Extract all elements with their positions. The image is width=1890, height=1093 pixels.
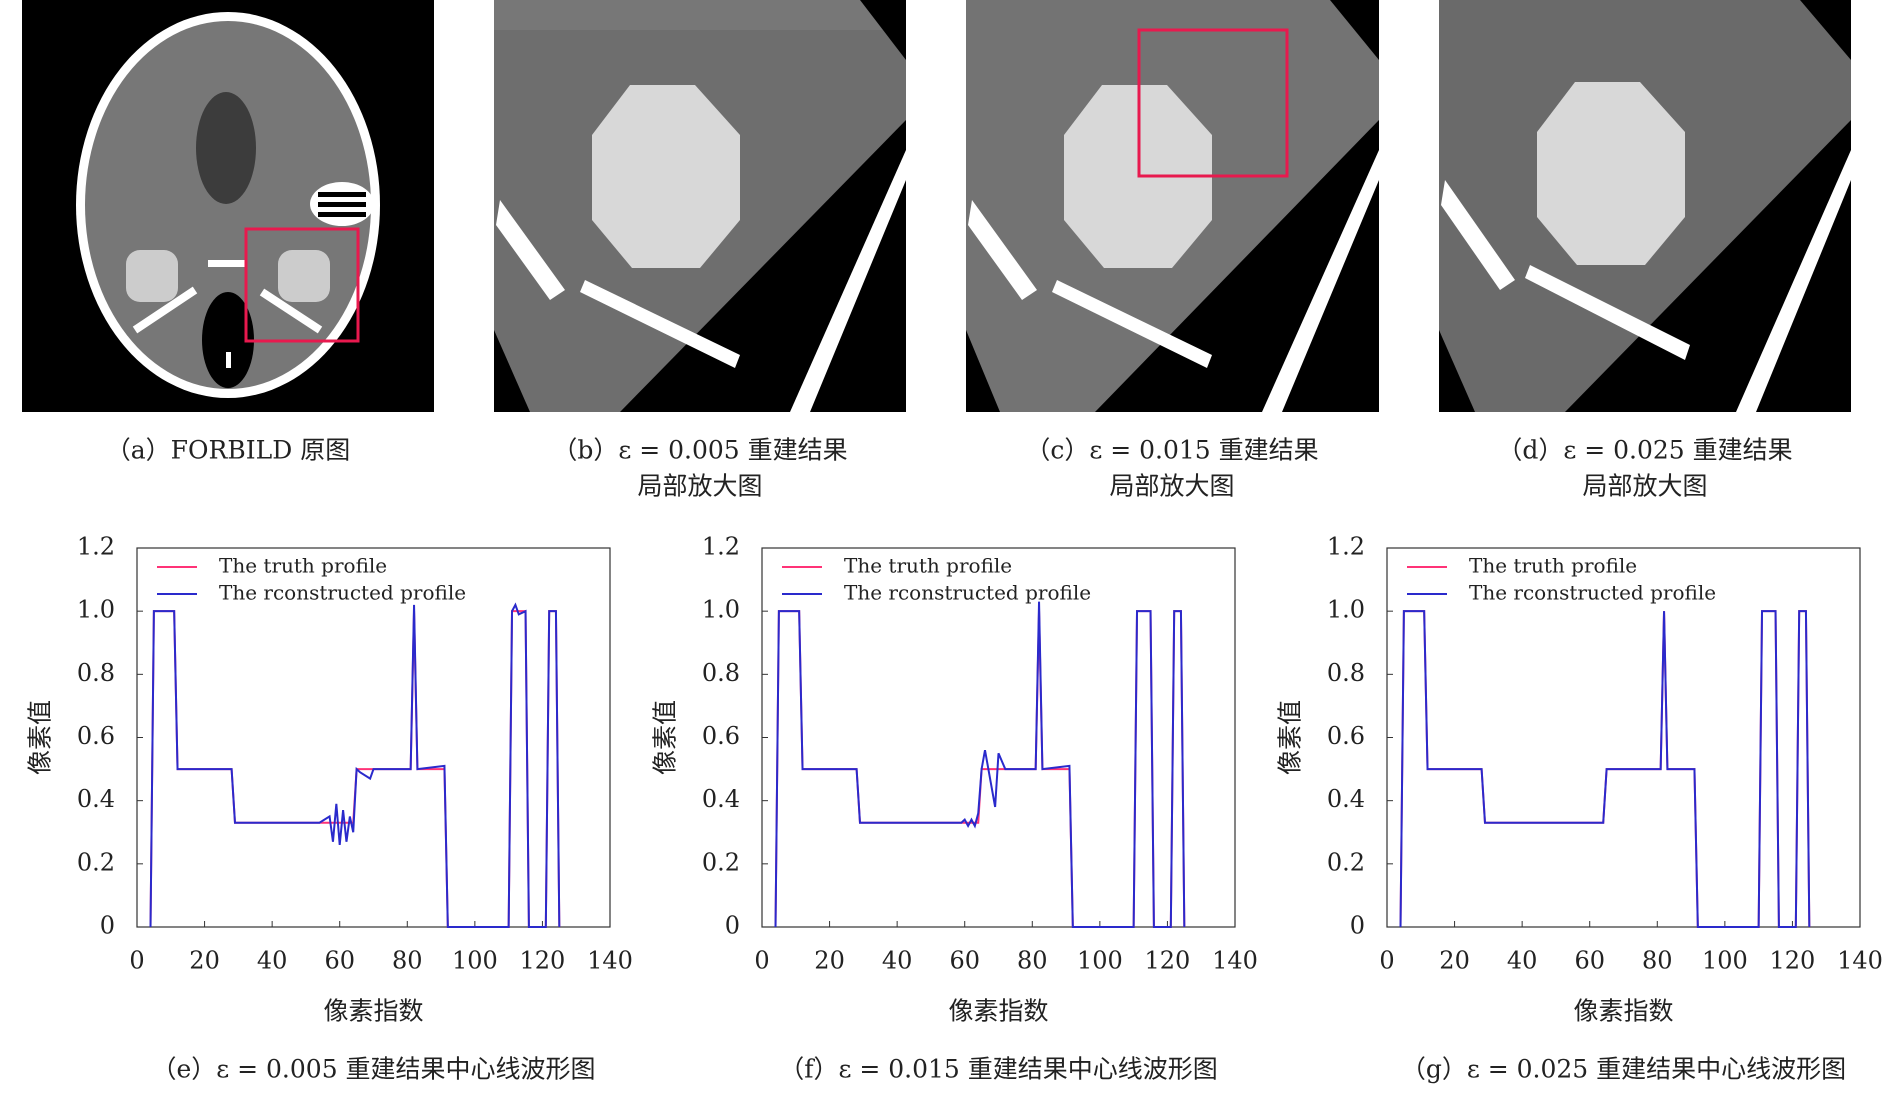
x-tick-label: 60 xyxy=(949,947,980,975)
x-tick-label: 140 xyxy=(1837,947,1883,975)
y-tick-label: 1.0 xyxy=(702,596,740,624)
y-tick-label: 0.4 xyxy=(77,785,115,813)
y-tick-label: 0.4 xyxy=(1327,785,1365,813)
plot-area xyxy=(761,547,1236,928)
y-tick-label: 0.2 xyxy=(702,848,740,876)
y-tick-label: 1.2 xyxy=(702,533,740,561)
panel-caption: （a）FORBILD 原图 xyxy=(106,436,350,465)
legend-label: The truth profile xyxy=(844,554,1012,578)
y-tick-label: 0.4 xyxy=(702,785,740,813)
x-tick-label: 140 xyxy=(1212,947,1258,975)
y-tick-label: 0.6 xyxy=(1327,722,1365,750)
x-axis-label: 像素指数 xyxy=(948,997,1048,1026)
y-tick-label: 1.0 xyxy=(1327,596,1365,624)
legend-label: The rconstructed profile xyxy=(844,581,1091,605)
x-tick-label: 20 xyxy=(1439,947,1470,975)
x-tick-label: 20 xyxy=(814,947,845,975)
legend-label: The truth profile xyxy=(219,554,387,578)
x-tick-label: 40 xyxy=(257,947,288,975)
x-axis-label: 像素指数 xyxy=(1573,997,1673,1026)
x-tick-label: 100 xyxy=(1702,947,1748,975)
x-axis-label: 像素指数 xyxy=(323,997,423,1026)
y-tick-label: 1.2 xyxy=(77,533,115,561)
y-axis-label: 像素值 xyxy=(651,700,680,775)
x-tick-label: 0 xyxy=(1379,947,1394,975)
x-tick-label: 80 xyxy=(392,947,423,975)
zoom-image xyxy=(1439,0,1851,412)
x-tick-label: 40 xyxy=(1507,947,1538,975)
chart-caption: （f）ε = 0.015 重建结果中心线波形图 xyxy=(779,1055,1218,1084)
x-tick-label: 100 xyxy=(452,947,498,975)
legend-label: The truth profile xyxy=(1469,554,1637,578)
x-tick-label: 0 xyxy=(129,947,144,975)
x-tick-label: 20 xyxy=(189,947,220,975)
x-tick-label: 60 xyxy=(1574,947,1605,975)
y-tick-label: 1.2 xyxy=(1327,533,1365,561)
panel-caption: 局部放大图 xyxy=(637,472,762,501)
chart-caption: （g）ε = 0.025 重建结果中心线波形图 xyxy=(1401,1055,1846,1084)
y-axis-label: 像素值 xyxy=(1276,700,1305,775)
x-tick-label: 40 xyxy=(882,947,913,975)
legend-label: The rconstructed profile xyxy=(219,581,466,605)
x-tick-label: 60 xyxy=(324,947,355,975)
panel-caption: 局部放大图 xyxy=(1109,472,1234,501)
y-tick-label: 0.8 xyxy=(1327,659,1365,687)
y-tick-label: 0.8 xyxy=(77,659,115,687)
y-tick-label: 0.8 xyxy=(702,659,740,687)
y-tick-label: 0 xyxy=(100,912,115,940)
series-line xyxy=(149,602,561,928)
panel-caption: （d）ε = 0.025 重建结果 xyxy=(1497,436,1792,465)
y-tick-label: 1.0 xyxy=(77,596,115,624)
y-axis-label: 像素值 xyxy=(26,700,55,775)
chart-caption: （e）ε = 0.005 重建结果中心线波形图 xyxy=(151,1055,595,1084)
y-tick-label: 0 xyxy=(1350,912,1365,940)
phantom-image xyxy=(22,0,434,412)
x-tick-label: 120 xyxy=(520,947,566,975)
x-tick-label: 140 xyxy=(587,947,633,975)
plot-area xyxy=(136,547,611,928)
plot-area xyxy=(1386,547,1861,928)
panel-caption: （c）ε = 0.015 重建结果 xyxy=(1025,436,1318,465)
y-tick-label: 0.2 xyxy=(77,848,115,876)
x-tick-label: 120 xyxy=(1770,947,1816,975)
zoom-image xyxy=(494,0,906,412)
panel-caption: 局部放大图 xyxy=(1582,472,1707,501)
y-tick-label: 0.6 xyxy=(77,722,115,750)
panel-caption: （b）ε = 0.005 重建结果 xyxy=(552,436,847,465)
y-tick-label: 0.2 xyxy=(1327,848,1365,876)
x-tick-label: 120 xyxy=(1145,947,1191,975)
y-tick-label: 0.6 xyxy=(702,722,740,750)
y-tick-label: 0 xyxy=(725,912,740,940)
series-line xyxy=(1399,610,1811,928)
legend-label: The rconstructed profile xyxy=(1469,581,1716,605)
x-tick-label: 80 xyxy=(1642,947,1673,975)
x-tick-label: 80 xyxy=(1017,947,1048,975)
zoom-image xyxy=(966,0,1379,412)
series-line xyxy=(774,601,1186,928)
x-tick-label: 0 xyxy=(754,947,769,975)
x-tick-label: 100 xyxy=(1077,947,1123,975)
